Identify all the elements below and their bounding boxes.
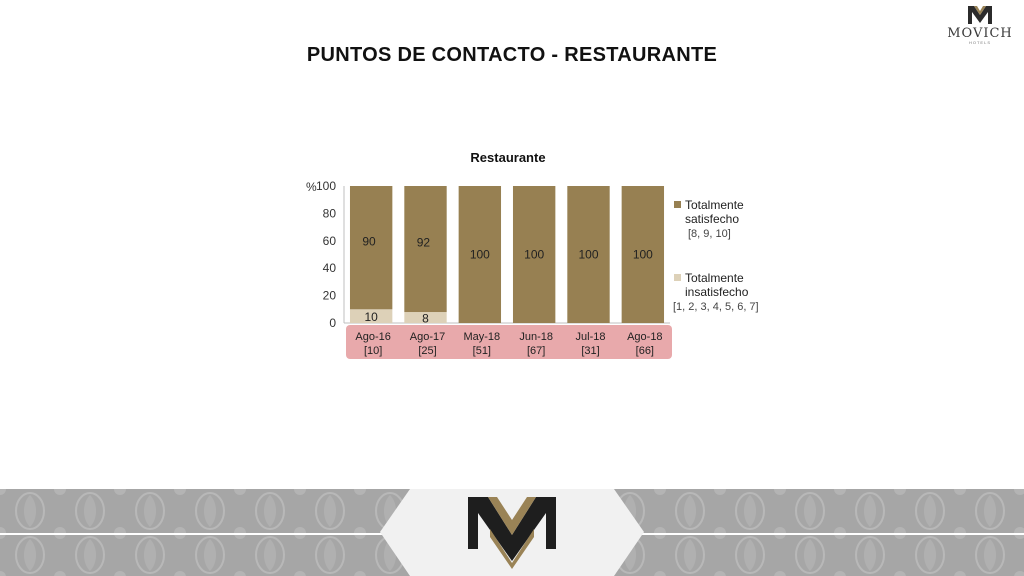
footer-logo-panel — [380, 489, 644, 576]
bar-segment — [349, 309, 393, 323]
stacked-bar-chart: Restaurante % 0 20 40 60 80 100 10 90 8 92 100 100… — [306, 150, 759, 359]
x-category-count: [10] — [364, 345, 382, 357]
bar-value-label: 90 — [362, 234, 376, 248]
movich-large-mark-icon — [468, 497, 556, 569]
page-title: PUNTOS DE CONTACTO - RESTAURANTE — [306, 44, 718, 66]
y-tick-label: 100 — [316, 179, 336, 193]
logo-wordmark: MOVICH — [947, 26, 1013, 41]
bar-value-label: 10 — [364, 310, 378, 324]
bar-segment — [404, 312, 447, 323]
legend-label: Totalmente insatisfecho — [685, 271, 749, 299]
legend-swatch — [674, 274, 681, 281]
y-tick-label: 40 — [323, 261, 337, 275]
y-tick-label: 60 — [323, 234, 337, 248]
y-tick-label: 0 — [329, 316, 336, 330]
bars — [349, 186, 665, 323]
x-category-label: Jun-18 — [519, 331, 553, 343]
bar-value-label: 92 — [417, 236, 431, 250]
x-category-count: [66] — [636, 345, 654, 357]
bar-value-label: 100 — [578, 248, 598, 262]
x-category-count: [31] — [581, 345, 599, 357]
x-category-label: Jul-18 — [576, 331, 606, 343]
bar-segment — [404, 186, 447, 313]
x-category-label: Ago-16 — [355, 331, 390, 343]
y-axis-unit-label: % — [306, 180, 317, 194]
category-label-band — [346, 325, 672, 359]
x-category-count: [51] — [473, 345, 491, 357]
legend-swatch — [674, 201, 681, 208]
y-tick-label: 80 — [323, 206, 337, 220]
x-category-labels: Ago-16 [10] Ago-17 [25] May-18 [51] Jun-18 [67]… — [355, 331, 662, 357]
bar-value-label: 100 — [470, 248, 490, 262]
legend-range-label: [8, 9, 10] — [688, 228, 731, 240]
bar-value-label: 100 — [524, 248, 544, 262]
bar-segment — [458, 186, 502, 323]
bar-value-labels: 10 90 8 92 100 100 100 100 — [362, 234, 653, 325]
chart-title: Restaurante — [470, 150, 545, 165]
x-category-label: May-18 — [463, 331, 500, 343]
x-category-label: Ago-17 — [410, 331, 445, 343]
movich-mark-icon — [968, 6, 992, 24]
bar-segment — [621, 186, 665, 323]
x-category-count: [67] — [527, 345, 545, 357]
legend: Totalmente satisfecho [8, 9, 10] Totalmente… — [673, 198, 759, 313]
bar-value-label: 100 — [633, 248, 653, 262]
legend-label: Totalmente satisfecho — [685, 198, 744, 226]
bar-segment — [349, 186, 393, 310]
legend-range-label: [1, 2, 3, 4, 5, 6, 7] — [673, 301, 759, 313]
y-tick-label: 20 — [323, 289, 337, 303]
bar-segment — [567, 186, 610, 323]
bar-value-label: 8 — [422, 312, 429, 326]
bar-segment — [512, 186, 556, 323]
movich-logo-top: MOVICH HOTELS — [942, 6, 1018, 45]
x-category-count: [25] — [418, 345, 436, 357]
logo-subtext: HOTELS — [968, 40, 991, 45]
y-tick-labels: 0 20 40 60 80 100 — [316, 179, 336, 330]
x-category-label: Ago-18 — [627, 331, 662, 343]
